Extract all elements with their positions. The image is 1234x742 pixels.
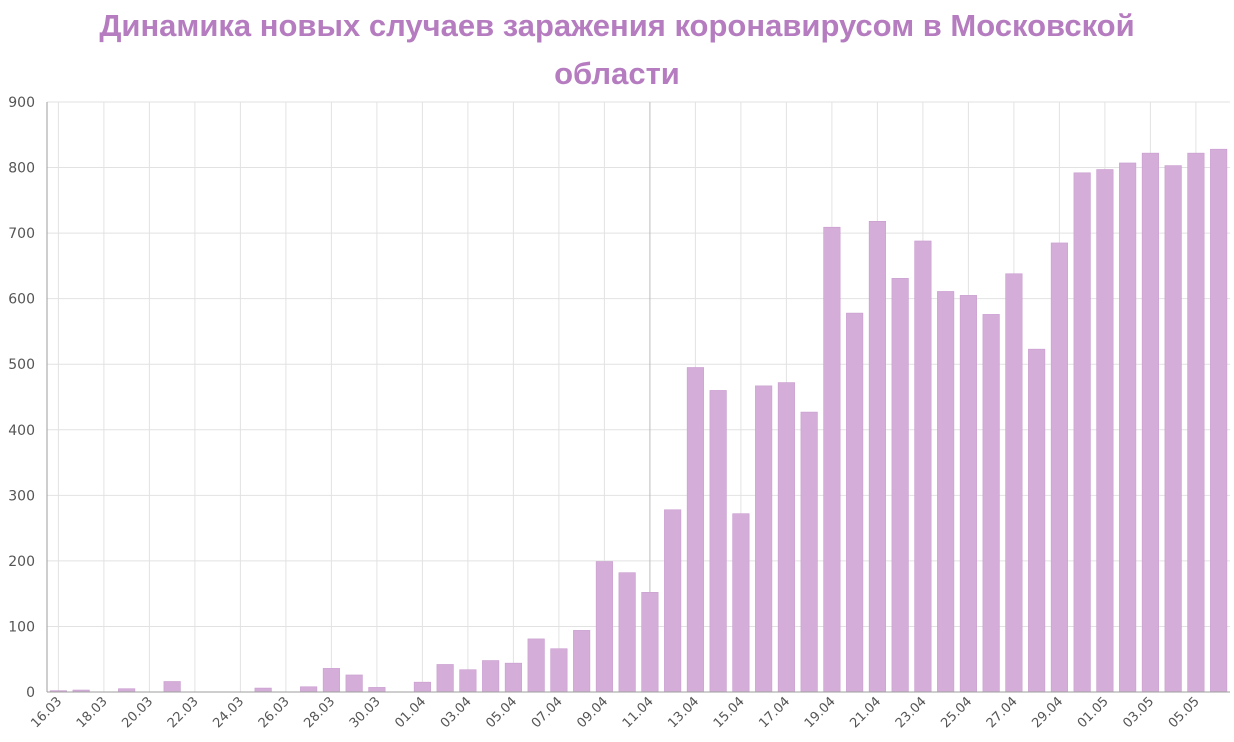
bar-23.04 (914, 240, 932, 693)
x-tick-label-13.04: 13.04 (665, 694, 702, 731)
y-tick-label-500: 500 (8, 357, 35, 373)
bar-19.04 (823, 226, 841, 693)
y-tick-label-600: 600 (8, 292, 35, 308)
bar-14.04 (709, 390, 727, 693)
bar-17.04 (777, 382, 795, 693)
x-tick-label-09.04: 09.04 (574, 694, 611, 731)
bar-25.03 (254, 687, 272, 693)
x-tick-label-20.03: 20.03 (119, 694, 156, 731)
bar-21.03 (163, 681, 181, 693)
x-tick-label-24.03: 24.03 (210, 694, 247, 731)
bar-27.04 (1005, 273, 1023, 693)
x-tick-label-11.04: 11.04 (620, 694, 657, 731)
x-tick-label-27.04: 27.04 (984, 694, 1021, 731)
bar-29.03 (345, 674, 363, 693)
y-tick-label-900: 900 (8, 95, 35, 111)
x-tick-label-01.04: 01.04 (392, 694, 429, 731)
bar-01.04 (413, 681, 431, 693)
bar-15.04 (732, 513, 750, 693)
bar-30.03 (368, 687, 386, 693)
x-tick-label-19.04: 19.04 (802, 694, 839, 731)
chart-title-line-2: области (554, 56, 680, 91)
y-tick-label-0: 0 (26, 685, 35, 701)
x-tick-label-18.03: 18.03 (74, 694, 111, 731)
x-tick-label-15.04: 15.04 (711, 694, 748, 731)
bar-03.04 (459, 669, 477, 693)
x-tick-label-30.03: 30.03 (347, 694, 384, 731)
y-tick-label-300: 300 (8, 488, 35, 504)
x-tick-label-05.05: 05.05 (1166, 694, 1203, 731)
bar-06.05 (1210, 148, 1228, 693)
bar-22.04 (891, 278, 909, 693)
y-tick-label-200: 200 (8, 554, 35, 570)
bar-04.05 (1164, 165, 1182, 693)
bar-20.04 (846, 312, 864, 693)
x-axis-ticks: 16.03 18.03 20.03 22.03 24.03 26.03 28.03 30.03… (28, 694, 1202, 731)
bars (49, 148, 1228, 693)
bar-12.04 (664, 509, 682, 693)
chart-title-line-1: Динамика новых случаев заражения коронав… (99, 8, 1135, 43)
bar-05.05 (1187, 152, 1205, 693)
bar-29.04 (1050, 242, 1068, 693)
bar-25.04 (959, 295, 977, 693)
x-tick-label-05.04: 05.04 (483, 694, 520, 731)
bar-26.04 (982, 314, 1000, 693)
bar-04.04 (482, 660, 500, 693)
bar-08.04 (573, 630, 591, 693)
bar-24.04 (937, 291, 955, 693)
bar-01.05 (1096, 169, 1114, 693)
bar-28.03 (322, 668, 340, 693)
bar-07.04 (550, 648, 568, 693)
y-tick-label-800: 800 (8, 161, 35, 177)
x-tick-label-22.03: 22.03 (165, 694, 202, 731)
y-tick-label-100: 100 (8, 619, 35, 635)
y-tick-label-700: 700 (8, 226, 35, 242)
x-tick-label-07.04: 07.04 (529, 694, 566, 731)
y-tick-label-400: 400 (8, 423, 35, 439)
y-axis-ticks: 0 100 200 300 400 500 600 700 800 900 (8, 95, 35, 701)
bar-13.04 (686, 367, 704, 693)
chart-title: Динамика новых случаев заражения коронав… (0, 2, 1234, 98)
bar-30.04 (1073, 172, 1091, 693)
bar-09.04 (595, 561, 613, 693)
x-tick-label-21.04: 21.04 (847, 694, 884, 731)
x-tick-label-03.04: 03.04 (438, 694, 475, 731)
x-tick-label-23.04: 23.04 (893, 694, 930, 731)
x-tick-label-28.03: 28.03 (301, 694, 338, 731)
x-tick-label-01.05: 01.05 (1075, 694, 1112, 731)
bar-21.04 (868, 221, 886, 693)
bar-27.03 (300, 686, 318, 693)
x-tick-label-29.04: 29.04 (1029, 694, 1066, 731)
bar-11.04 (641, 592, 659, 693)
axes (46, 102, 1230, 693)
x-tick-label-03.05: 03.05 (1120, 694, 1157, 731)
bar-10.04 (618, 572, 636, 693)
x-tick-label-26.03: 26.03 (256, 694, 293, 731)
bar-02.04 (436, 664, 454, 693)
bar-18.04 (800, 411, 818, 693)
bar-06.04 (527, 638, 545, 693)
bar-16.04 (755, 385, 773, 693)
x-tick-label-25.04: 25.04 (938, 694, 975, 731)
bar-02.05 (1119, 162, 1137, 693)
x-tick-label-17.04: 17.04 (756, 694, 793, 731)
bar-28.04 (1028, 348, 1046, 693)
bar-05.04 (504, 662, 522, 693)
bar-03.05 (1141, 152, 1159, 693)
